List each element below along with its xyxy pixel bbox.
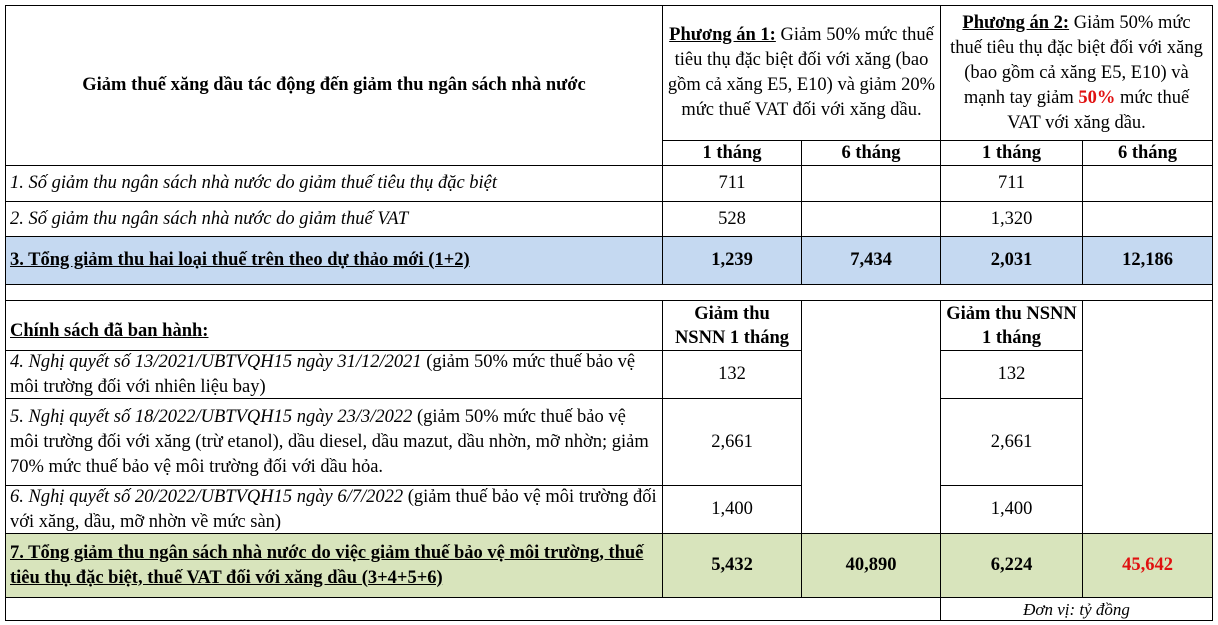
column-header: Giảm thu NSNN 1 tháng (662, 300, 802, 351)
row-label: 1. Số giảm thu ngân sách nhà nước do giả… (5, 165, 663, 202)
section-heading: Chính sách đã ban hành: (5, 300, 663, 351)
option-description: Giảm 50% mức thuế tiêu thụ đặc biệt đối … (667, 25, 936, 120)
option-1-header: Phương án 1: Giảm 50% mức thuế tiêu thụ … (662, 5, 941, 141)
policy-label: 4. Nghị quyết số 13/2021/UBTVQH15 ngày 3… (5, 350, 663, 399)
option-description: mức thuế VAT với xăng dầu. (1007, 87, 1190, 133)
cell-empty (1082, 300, 1213, 534)
policy-prefix: 4. Nghị quyết số 13/2021/UBTVQH15 ngày 3… (10, 351, 422, 372)
policy-label: 5. Nghị quyết số 18/2022/UBTVQH15 ngày 2… (5, 398, 663, 486)
cell-value: 1,320 (940, 201, 1083, 237)
cell-empty (801, 201, 941, 237)
unit-note: Đơn vị: tỷ đồng (940, 597, 1213, 621)
option-2-header: Phương án 2: Giảm 50% mức thuế tiêu thụ … (940, 5, 1213, 141)
policy-label: 6. Nghị quyết số 20/2022/UBTVQH15 ngày 6… (5, 485, 663, 534)
cell-value: 528 (662, 201, 802, 237)
cell-value: 2,661 (940, 398, 1083, 486)
cell-value: 40,890 (801, 533, 941, 598)
period-header: 6 tháng (801, 140, 941, 166)
cell-value: 1,400 (940, 485, 1083, 534)
cell-empty (801, 300, 941, 534)
option-label: Phương án 1: (669, 25, 776, 45)
footer-empty (5, 597, 941, 621)
cell-value: 2,031 (940, 236, 1083, 285)
total-label: 7. Tổng giảm thu ngân sách nhà nước do v… (5, 533, 663, 598)
policy-prefix: 5. Nghị quyết số 18/2022/UBTVQH15 ngày 2… (10, 406, 413, 427)
cell-value: 7,434 (801, 236, 941, 285)
cell-value: 5,432 (662, 533, 802, 598)
policy-text: 5. Nghị quyết số 18/2022/UBTVQH15 ngày 2… (10, 405, 658, 480)
policy-text: 6. Nghị quyết số 20/2022/UBTVQH15 ngày 6… (10, 485, 658, 535)
cell-value: 12,186 (1082, 236, 1213, 285)
cell-value: 2,661 (662, 398, 802, 486)
highlight: 50% (1078, 87, 1116, 108)
row-label: 2. Số giảm thu ngân sách nhà nước do giả… (5, 201, 663, 237)
cell-value: 1,239 (662, 236, 802, 285)
cell-empty (1082, 165, 1213, 202)
cell-value: 711 (662, 165, 802, 202)
cell-value: 132 (662, 350, 802, 399)
cell-empty (801, 165, 941, 202)
cell-value: 711 (940, 165, 1083, 202)
policy-prefix: 6. Nghị quyết số 20/2022/UBTVQH15 ngày 6… (10, 486, 404, 507)
period-header: 1 tháng (940, 140, 1083, 166)
period-header: 1 tháng (662, 140, 802, 166)
option-2-text: Phương án 2: Giảm 50% mức thuế tiêu thụ … (945, 11, 1208, 136)
policy-detail: (giảm 50% mức thuế bảo vệ môi trường đối… (10, 406, 649, 477)
cell-empty (1082, 201, 1213, 237)
cell-value: 1,400 (662, 485, 802, 534)
period-header: 6 tháng (1082, 140, 1213, 166)
policy-detail: (giảm 50% mức thuế bảo vệ môi trường đối… (10, 351, 636, 397)
option-label: Phương án 2: (962, 12, 1070, 33)
spacer-row (5, 284, 1213, 301)
row-label: 3. Tổng giảm thu hai loại thuế trên theo… (5, 236, 663, 285)
option-description: Giảm 50% mức thuế tiêu thụ đặc biệt đối … (950, 12, 1203, 108)
policy-detail: (giảm thuế bảo vệ môi trường đối với xăn… (10, 486, 657, 532)
policy-text: 4. Nghị quyết số 13/2021/UBTVQH15 ngày 3… (10, 350, 658, 400)
column-header: Giảm thu NSNN 1 tháng (940, 300, 1083, 351)
cell-value: 45,642 (1082, 533, 1213, 598)
cell-value: 6,224 (940, 533, 1083, 598)
cell-value: 132 (940, 350, 1083, 399)
option-1-text: Phương án 1: Giảm 50% mức thuế tiêu thụ … (667, 23, 936, 123)
table-title: Giảm thuế xăng dầu tác động đến giảm thu… (5, 5, 663, 166)
